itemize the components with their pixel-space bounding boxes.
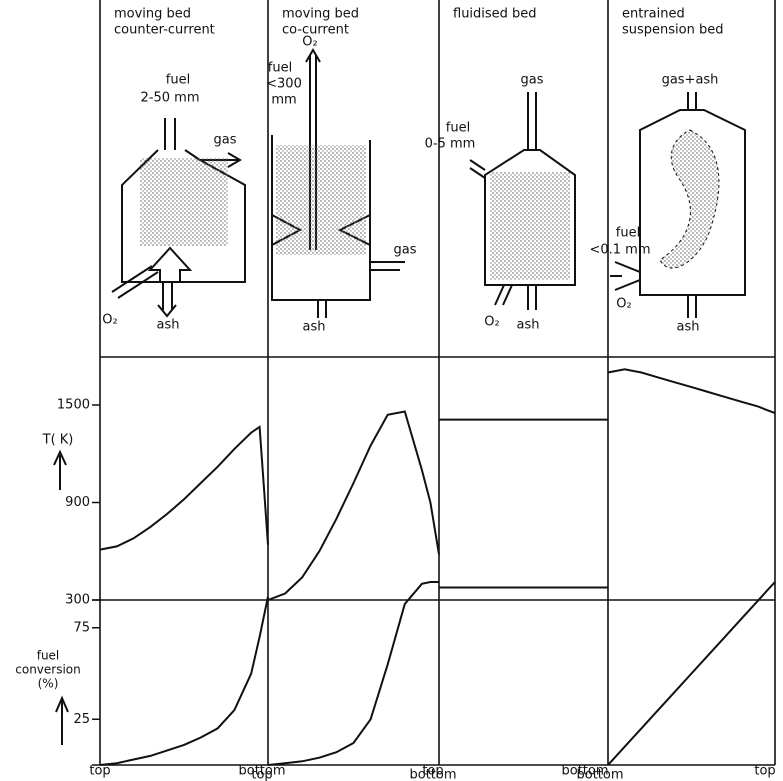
axis-label: T( K) xyxy=(42,433,74,448)
reactor-label: O₂ xyxy=(302,35,317,50)
axis-label: fuel xyxy=(37,649,60,663)
column-header: suspension bed xyxy=(622,23,724,38)
x-end-label: bottom xyxy=(409,768,456,781)
x-end-label: top xyxy=(89,764,110,779)
conversion-curve xyxy=(100,597,268,765)
reactor-drawings xyxy=(112,50,745,318)
figure: moving bedcounter-currentmoving bedco-cu… xyxy=(0,0,783,781)
reactor-label: mm xyxy=(271,93,296,108)
column-header: moving bed xyxy=(114,7,191,22)
temperature-curve xyxy=(268,412,439,601)
reactor-label: fuel xyxy=(166,73,190,88)
conversion-curve xyxy=(268,582,439,765)
reactor-label: fuel xyxy=(446,121,470,136)
column-header: entrained xyxy=(622,7,685,22)
temperature-curve xyxy=(100,427,268,550)
reactor-label: ash xyxy=(517,318,540,333)
column-header: counter-current xyxy=(114,23,215,38)
x-end-label: top xyxy=(754,764,775,779)
reactor-label: ash xyxy=(303,320,326,335)
reactor-label: gas xyxy=(394,243,417,258)
reactor-label: 0-5 mm xyxy=(425,137,476,152)
reactor-label: 2-50 mm xyxy=(141,91,200,106)
conversion-curve xyxy=(608,582,775,765)
axis-label: conversion xyxy=(15,663,81,677)
reactor-label: fuel xyxy=(616,226,640,241)
reactor-label: gas+ash xyxy=(662,73,719,88)
reactor-label: O₂ xyxy=(102,313,117,328)
y-tick-label: 25 xyxy=(73,712,90,727)
axis-label: (%) xyxy=(38,677,59,691)
y-tick-label: 1500 xyxy=(57,398,90,413)
reactor-label: gas xyxy=(521,73,544,88)
x-end-label: top xyxy=(251,768,272,781)
reactor-label: ash xyxy=(677,320,700,335)
temperature-curve xyxy=(608,369,775,413)
reactor-label: O₂ xyxy=(616,297,631,312)
reactor-label: gas xyxy=(214,133,237,148)
reactor-label: <300 xyxy=(266,77,302,92)
x-end-label: bottom xyxy=(576,768,623,781)
reactor-label: ash xyxy=(157,318,180,333)
y-tick-label: 900 xyxy=(65,495,90,510)
y-tick-label: 75 xyxy=(73,620,90,635)
reactor-label: fuel xyxy=(268,61,292,76)
y-tick-label: 300 xyxy=(65,593,90,608)
reactor-label: <0.1 mm xyxy=(589,243,650,258)
reactor-label: O₂ xyxy=(484,315,499,330)
column-header: moving bed xyxy=(282,7,359,22)
column-header: fluidised bed xyxy=(453,7,537,22)
